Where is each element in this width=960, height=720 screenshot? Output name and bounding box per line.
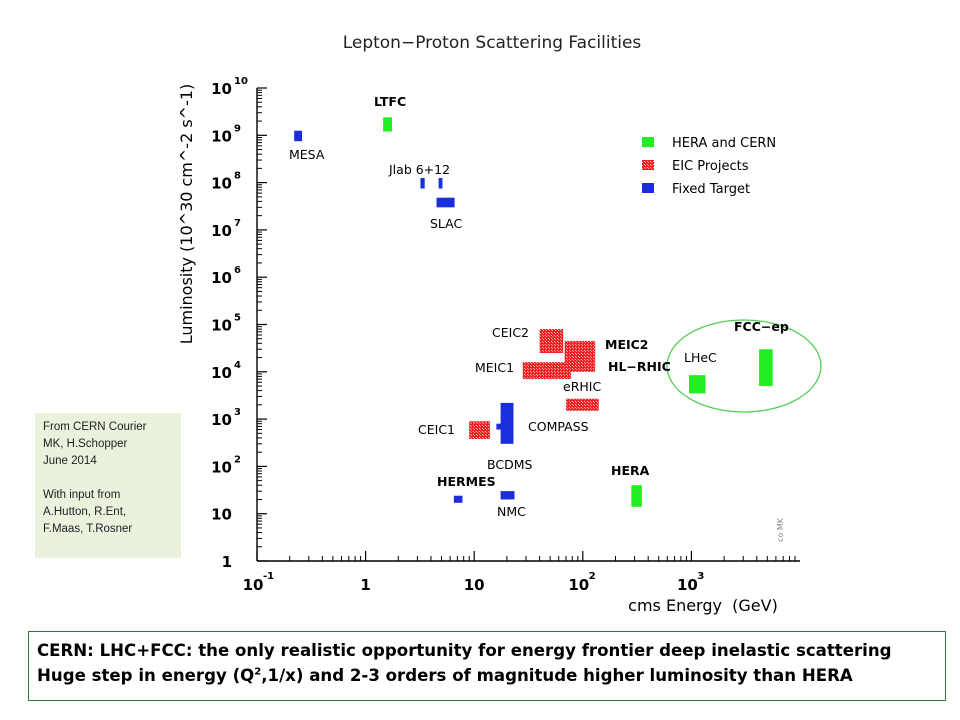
conclusion-caption: CERN: LHC+FCC: the only realistic opport… bbox=[28, 631, 946, 701]
bar-meic2 bbox=[564, 340, 596, 358]
label-hera: HERA bbox=[611, 463, 650, 478]
y-tick-label: 10 bbox=[211, 317, 232, 335]
note-line-2: MK, H.Schopper bbox=[43, 438, 128, 450]
y-tick-label: 10 bbox=[211, 506, 232, 524]
label-ceic1: CEIC1 bbox=[418, 422, 455, 437]
label-meic1: MEIC1 bbox=[475, 360, 514, 375]
y-tick-exponent: 2 bbox=[234, 454, 241, 465]
label-bcdms: BCDMS bbox=[487, 457, 532, 472]
x-tick-exponent: -1 bbox=[263, 571, 274, 582]
x-tick-label: 10 bbox=[243, 576, 264, 594]
bar-slac bbox=[436, 197, 455, 208]
chart-title: Lepton−Proton Scattering Facilities bbox=[343, 33, 642, 53]
caption-line-2-pre: Huge step in energy (Q bbox=[37, 666, 255, 685]
bar-ceic1 bbox=[469, 421, 491, 439]
label-compass: COMPASS bbox=[528, 419, 589, 434]
bar-hl-rhic bbox=[564, 357, 596, 372]
label-lhec: LHeC bbox=[684, 350, 717, 365]
caption-line-2-post: ,1/x) and 2-3 orders of magnitude higher… bbox=[261, 666, 853, 685]
label-fccep: FCC−ep bbox=[734, 319, 789, 334]
y-tick-label: 10 bbox=[211, 80, 232, 98]
legend-label-fixed-target: Fixed Target bbox=[672, 182, 750, 197]
y-tick-label: 10 bbox=[211, 411, 232, 429]
legend-swatch-hera-cern bbox=[642, 137, 654, 147]
label-hlrhic: HL−RHIC bbox=[608, 359, 671, 374]
y-tick-label: 10 bbox=[211, 222, 232, 240]
y-tick-exponent: 7 bbox=[234, 218, 241, 229]
x-tick-exponent: 2 bbox=[589, 571, 596, 582]
y-tick-exponent: 3 bbox=[234, 407, 241, 418]
bar-ceic2 bbox=[539, 329, 564, 353]
bar-ltfc bbox=[383, 117, 392, 132]
x-tick-label: 1 bbox=[360, 576, 370, 594]
y-tick-label: 10 bbox=[211, 175, 232, 193]
x-tick-label: 10 bbox=[677, 576, 698, 594]
note-line-3: June 2014 bbox=[43, 455, 97, 467]
note-line-6: F.Maas, T.Rosner bbox=[43, 523, 133, 535]
y-tick-exponent: 8 bbox=[234, 171, 241, 182]
label-jlab: Jlab 6+12 bbox=[388, 162, 450, 177]
y-tick-exponent: 9 bbox=[234, 123, 241, 134]
label-meic2: MEIC2 bbox=[605, 337, 649, 352]
source-note: From CERN Courier MK, H.Schopper June 20… bbox=[35, 413, 181, 558]
label-ceic2: CEIC2 bbox=[492, 325, 529, 340]
label-nmc: NMC bbox=[497, 504, 526, 519]
y-tick-exponent: 6 bbox=[234, 265, 241, 276]
bar-mesa bbox=[294, 130, 303, 142]
credit-annotation: co MK bbox=[776, 517, 785, 542]
x-tick-label: 10 bbox=[568, 576, 589, 594]
x-tick-exponent: 3 bbox=[697, 571, 704, 582]
note-line-4: With input from bbox=[43, 489, 121, 501]
x-axis-title: cms Energy (GeV) bbox=[628, 596, 778, 615]
bar-compass bbox=[496, 423, 502, 430]
label-ltfc: LTFC bbox=[374, 94, 406, 109]
y-tick-exponent: 10 bbox=[234, 76, 248, 87]
caption-line-2: Huge step in energy (Q2,1/x) and 2-3 ord… bbox=[37, 663, 937, 688]
label-hermes: HERMES bbox=[437, 474, 496, 489]
bar-hermes bbox=[453, 495, 463, 503]
legend-label-eic-projects: EIC Projects bbox=[672, 159, 749, 174]
bar-fcc-ep bbox=[759, 349, 773, 387]
y-tick-label: 10 bbox=[211, 458, 232, 476]
y-tick-exponent: 5 bbox=[234, 313, 241, 324]
bar-bcdms bbox=[500, 402, 514, 444]
y-tick-label: 10 bbox=[211, 364, 232, 382]
y-tick-exponent: 4 bbox=[234, 360, 241, 371]
label-mesa: MESA bbox=[289, 147, 325, 162]
y-tick-label: 1 bbox=[222, 553, 232, 571]
x-tick-label: 10 bbox=[464, 576, 485, 594]
legend-swatch-fixed-target bbox=[642, 183, 654, 193]
bar-hera bbox=[631, 485, 642, 507]
luminosity-chart: Lepton−Proton Scattering Facilities 1101… bbox=[177, 33, 822, 615]
bar-meic1 bbox=[522, 362, 572, 380]
note-line-1: From CERN Courier bbox=[43, 421, 147, 433]
label-erhic: eRHIC bbox=[563, 379, 601, 394]
y-tick-label: 10 bbox=[211, 127, 232, 145]
fcc-highlight-circle bbox=[666, 319, 822, 413]
bar-jlab-12 bbox=[438, 178, 443, 189]
y-axis-title: Luminosity (10^30 cm^-2 s^-1) bbox=[177, 84, 196, 345]
legend-label-hera-cern: HERA and CERN bbox=[672, 136, 776, 151]
y-tick-label: 10 bbox=[211, 269, 232, 287]
caption-superscript: 2 bbox=[254, 666, 262, 678]
label-slac: SLAC bbox=[430, 216, 463, 231]
note-line-5: A.Hutton, R.Ent, bbox=[43, 506, 127, 518]
bar-erhic bbox=[565, 398, 599, 411]
bar-lhec bbox=[688, 375, 706, 394]
bar-nmc bbox=[500, 491, 515, 500]
caption-line-1: CERN: LHC+FCC: the only realistic opport… bbox=[37, 641, 892, 660]
bar-jlab-6 bbox=[420, 178, 425, 189]
legend-swatch-eic-projects bbox=[642, 160, 654, 170]
